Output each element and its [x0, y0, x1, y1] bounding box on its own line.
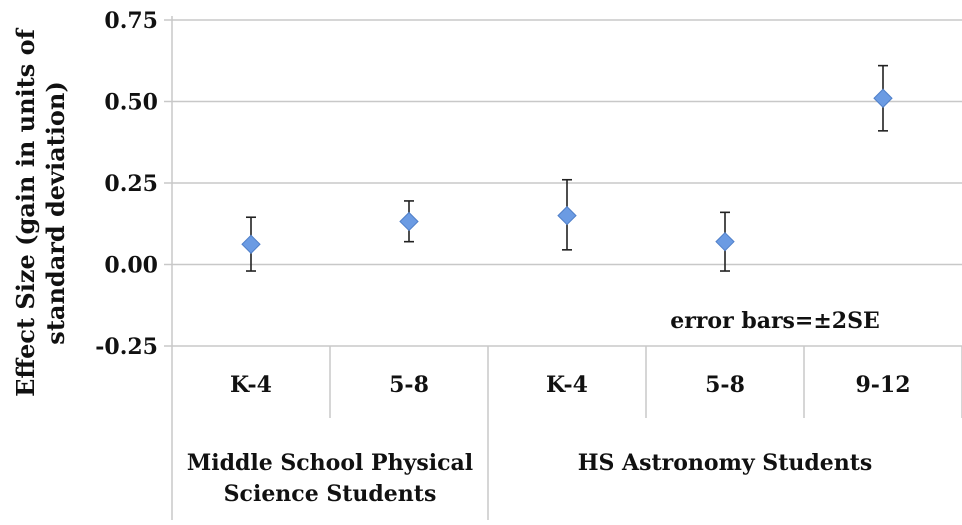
- data-point: [715, 231, 735, 252]
- y-tick-label: -0.25: [95, 334, 158, 360]
- annotation: error bars=±2SE: [670, 308, 880, 334]
- x-tick-label: K-4: [230, 372, 272, 398]
- data-point: [557, 205, 577, 226]
- group-label: HS Astronomy Students: [578, 450, 873, 476]
- x-tick-label: K-4: [546, 372, 588, 398]
- y-tick-label: 0.25: [104, 171, 158, 197]
- x-tick-label: 9-12: [855, 372, 910, 398]
- y-tick-label: 0.00: [104, 253, 158, 279]
- data-point: [399, 211, 419, 232]
- x-tick-label: 5-8: [389, 372, 429, 398]
- y-tick-label: 0.75: [104, 8, 158, 34]
- group-label: Science Students: [224, 481, 437, 507]
- y-tick-label: 0.50: [104, 90, 158, 116]
- data-point: [873, 88, 893, 108]
- group-label: Middle School Physical: [187, 450, 473, 476]
- x-tick-label: 5-8: [705, 372, 745, 398]
- data-point: [241, 234, 261, 254]
- y-axis-label: Effect Size (gain in units of: [11, 27, 40, 397]
- y-axis-label: standard deviation): [41, 81, 70, 344]
